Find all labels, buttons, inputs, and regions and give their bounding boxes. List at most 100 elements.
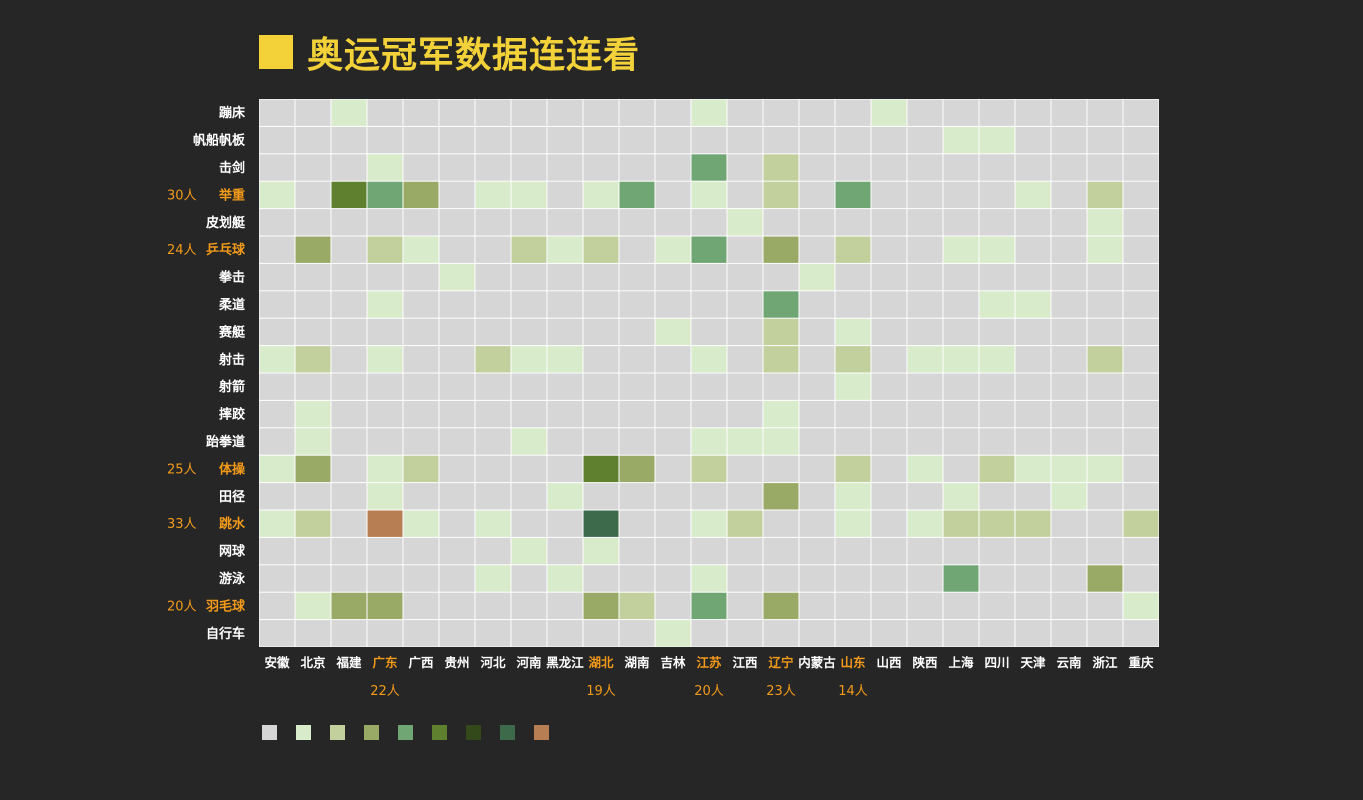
heatmap-cell-跳水-重庆 bbox=[1123, 510, 1159, 537]
heatmap-cell-蹦床-河南 bbox=[511, 99, 547, 126]
heatmap-cell-摔跤-辽宁 bbox=[763, 400, 799, 428]
heatmap-cell-帆船帆板-广西 bbox=[403, 126, 439, 154]
row-total-label: 20人 bbox=[167, 599, 197, 614]
heatmap-cell-羽毛球-福建 bbox=[331, 592, 367, 620]
heatmap-cell-帆船帆板-内蒙古 bbox=[799, 126, 835, 154]
heatmap-cell-拳击-河南 bbox=[511, 263, 547, 291]
column-label: 四川 bbox=[984, 655, 1009, 670]
heatmap-cell-皮划艇-江苏 bbox=[691, 209, 727, 236]
heatmap-cell-摔跤-广东 bbox=[367, 400, 403, 428]
heatmap-cell-皮划艇-吉林 bbox=[655, 209, 691, 236]
heatmap-cell-跆拳道-江西 bbox=[727, 428, 763, 455]
heatmap-cell-网球-广西 bbox=[403, 537, 439, 565]
heatmap-cell-拳击-内蒙古 bbox=[799, 263, 835, 291]
row-label: 乒乓球 bbox=[206, 242, 246, 258]
column-label: 贵州 bbox=[444, 655, 469, 670]
heatmap-cell-乒乓球-上海 bbox=[943, 236, 979, 263]
heatmap-cell-举重-吉林 bbox=[655, 181, 691, 209]
heatmap-cell-游泳-四川 bbox=[979, 565, 1015, 592]
heatmap-cell-射箭-安徽 bbox=[259, 373, 295, 400]
heatmap-cell-击剑-河北 bbox=[475, 154, 511, 181]
column-label: 黑龙江 bbox=[546, 655, 584, 670]
heatmap-cell-皮划艇-云南 bbox=[1051, 209, 1087, 236]
heatmap-cell-摔跤-四川 bbox=[979, 400, 1015, 428]
heatmap-cell-乒乓球-辽宁 bbox=[763, 236, 799, 263]
heatmap-cell-击剑-陕西 bbox=[907, 154, 943, 181]
heatmap-cell-跳水-河南 bbox=[511, 510, 547, 537]
heatmap-cell-跳水-辽宁 bbox=[763, 510, 799, 537]
heatmap-cell-赛艇-天津 bbox=[1015, 318, 1051, 346]
heatmap-cell-体操-浙江 bbox=[1087, 455, 1123, 483]
heatmap-cell-体操-陕西 bbox=[907, 455, 943, 483]
heatmap-cell-射击-河南 bbox=[511, 346, 547, 373]
heatmap-cell-游泳-河北 bbox=[475, 565, 511, 592]
heatmap-cell-跳水-陕西 bbox=[907, 510, 943, 537]
heatmap-cell-游泳-河南 bbox=[511, 565, 547, 592]
heatmap-cell-柔道-湖北 bbox=[583, 291, 619, 318]
column-total-label: 20人 bbox=[694, 684, 724, 699]
heatmap-cell-摔跤-吉林 bbox=[655, 400, 691, 428]
heatmap-cell-皮划艇-天津 bbox=[1015, 209, 1051, 236]
heatmap-cell-射箭-山西 bbox=[871, 373, 907, 400]
heatmap-cell-网球-辽宁 bbox=[763, 537, 799, 565]
heatmap-cell-皮划艇-河南 bbox=[511, 209, 547, 236]
heatmap-cell-网球-浙江 bbox=[1087, 537, 1123, 565]
heatmap-cell-击剑-安徽 bbox=[259, 154, 295, 181]
heatmap-cell-跳水-上海 bbox=[943, 510, 979, 537]
heatmap-cell-体操-辽宁 bbox=[763, 455, 799, 483]
heatmap-cell-举重-上海 bbox=[943, 181, 979, 209]
heatmap-cell-射箭-四川 bbox=[979, 373, 1015, 400]
heatmap-cell-射箭-内蒙古 bbox=[799, 373, 835, 400]
heatmap-cell-赛艇-四川 bbox=[979, 318, 1015, 346]
title-square-icon bbox=[259, 35, 293, 69]
heatmap-cell-击剑-广东 bbox=[367, 154, 403, 181]
heatmap-cell-网球-河北 bbox=[475, 537, 511, 565]
heatmap-cell-田径-山西 bbox=[871, 483, 907, 510]
heatmap-cell-射击-陕西 bbox=[907, 346, 943, 373]
heatmap-cell-羽毛球-陕西 bbox=[907, 592, 943, 620]
chart-title: 奥运冠军数据连连看 bbox=[307, 35, 641, 76]
heatmap-cell-拳击-河北 bbox=[475, 263, 511, 291]
heatmap-cell-羽毛球-辽宁 bbox=[763, 592, 799, 620]
heatmap-cell-田径-河北 bbox=[475, 483, 511, 510]
column-label: 福建 bbox=[335, 655, 362, 670]
heatmap-cell-跆拳道-江苏 bbox=[691, 428, 727, 455]
heatmap-cell-跆拳道-福建 bbox=[331, 428, 367, 455]
column-label: 山东 bbox=[840, 655, 866, 670]
heatmap-cell-跆拳道-天津 bbox=[1015, 428, 1051, 455]
heatmap-cell-蹦床-天津 bbox=[1015, 99, 1051, 126]
row-label: 游泳 bbox=[219, 571, 246, 587]
heatmap-cell-皮划艇-湖北 bbox=[583, 209, 619, 236]
heatmap-cell-击剑-贵州 bbox=[439, 154, 475, 181]
row-total-label: 30人 bbox=[167, 188, 197, 203]
heatmap-cell-皮划艇-浙江 bbox=[1087, 209, 1123, 236]
heatmap-cell-赛艇-广东 bbox=[367, 318, 403, 346]
heatmap-cell-射击-贵州 bbox=[439, 346, 475, 373]
heatmap-cell-射箭-辽宁 bbox=[763, 373, 799, 400]
heatmap-cell-拳击-广东 bbox=[367, 263, 403, 291]
heatmap-cell-皮划艇-黑龙江 bbox=[547, 209, 583, 236]
heatmap-cell-田径-贵州 bbox=[439, 483, 475, 510]
heatmap-cell-拳击-北京 bbox=[295, 263, 331, 291]
heatmap-cell-跆拳道-内蒙古 bbox=[799, 428, 835, 455]
heatmap-cell-击剑-辽宁 bbox=[763, 154, 799, 181]
heatmap-cell-体操-山西 bbox=[871, 455, 907, 483]
heatmap-cell-射箭-黑龙江 bbox=[547, 373, 583, 400]
heatmap-cell-帆船帆板-黑龙江 bbox=[547, 126, 583, 154]
heatmap-cell-羽毛球-安徽 bbox=[259, 592, 295, 620]
heatmap-cell-射箭-陕西 bbox=[907, 373, 943, 400]
heatmap-cell-乒乓球-北京 bbox=[295, 236, 331, 263]
heatmap-cell-羽毛球-四川 bbox=[979, 592, 1015, 620]
heatmap-cell-羽毛球-北京 bbox=[295, 592, 331, 620]
column-total-label: 19人 bbox=[586, 684, 616, 699]
heatmap-cell-射击-湖南 bbox=[619, 346, 655, 373]
heatmap-cell-跳水-江苏 bbox=[691, 510, 727, 537]
heatmap-cell-皮划艇-河北 bbox=[475, 209, 511, 236]
heatmap-cell-羽毛球-吉林 bbox=[655, 592, 691, 620]
heatmap-cell-游泳-上海 bbox=[943, 565, 979, 592]
heatmap-cell-击剑-河南 bbox=[511, 154, 547, 181]
heatmap-cell-射击-上海 bbox=[943, 346, 979, 373]
heatmap-cell-射击-吉林 bbox=[655, 346, 691, 373]
column-label: 浙江 bbox=[1092, 655, 1118, 670]
heatmap-cell-乒乓球-山西 bbox=[871, 236, 907, 263]
